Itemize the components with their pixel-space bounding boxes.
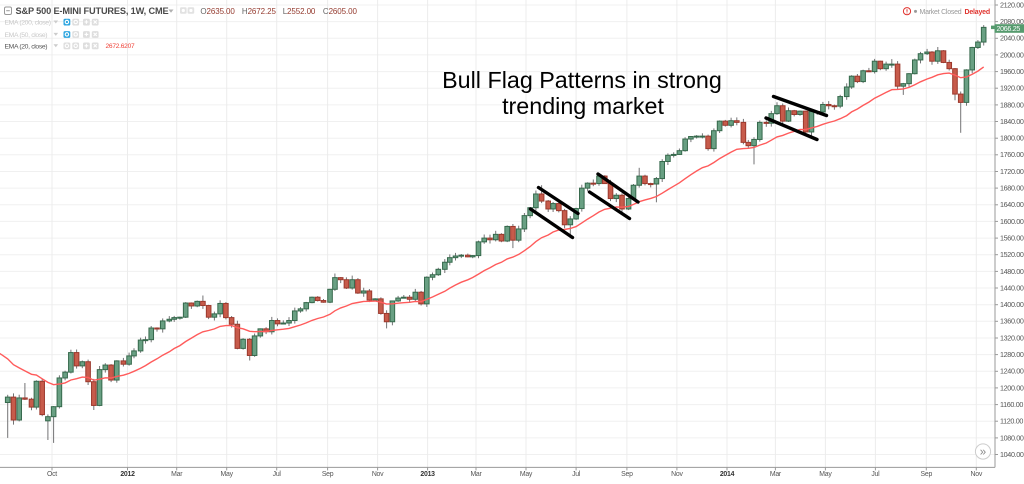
- svg-text:May: May: [221, 471, 234, 478]
- svg-text:May: May: [520, 471, 533, 478]
- svg-text:1680.00: 1680.00: [1000, 184, 1024, 193]
- svg-text:Market Closed: Market Closed: [920, 9, 962, 16]
- svg-text:Sep: Sep: [621, 471, 633, 478]
- svg-text:2120.00: 2120.00: [1000, 0, 1024, 9]
- svg-text:1600.00: 1600.00: [1000, 217, 1024, 226]
- svg-text:2014: 2014: [720, 471, 735, 478]
- svg-text:1040.00: 1040.00: [1000, 450, 1024, 459]
- svg-text:Jul: Jul: [572, 471, 581, 478]
- svg-text:Mar: Mar: [770, 471, 782, 478]
- svg-text:2000.00: 2000.00: [1000, 50, 1024, 59]
- svg-text:L2552.00: L2552.00: [283, 7, 316, 16]
- svg-text:1760.00: 1760.00: [1000, 150, 1024, 159]
- svg-text:Mar: Mar: [470, 471, 482, 478]
- svg-text:1120.00: 1120.00: [1000, 417, 1023, 426]
- svg-text:Oct: Oct: [47, 471, 57, 478]
- svg-text:1640.00: 1640.00: [1000, 200, 1024, 209]
- svg-text:1080.00: 1080.00: [1000, 433, 1024, 442]
- svg-text:EMA (20, close): EMA (20, close): [5, 43, 48, 50]
- svg-text:Jul: Jul: [273, 471, 282, 478]
- svg-text:Nov: Nov: [671, 471, 683, 478]
- svg-text:»: »: [980, 447, 986, 459]
- svg-text:EMA (200, close): EMA (200, close): [5, 20, 51, 27]
- svg-text:1280.00: 1280.00: [1000, 350, 1024, 359]
- svg-text:Nov: Nov: [971, 471, 983, 478]
- svg-text:1520.00: 1520.00: [1000, 250, 1024, 259]
- svg-text:2040.00: 2040.00: [1000, 34, 1024, 43]
- svg-text:2066.25: 2066.25: [997, 26, 1021, 33]
- svg-text:May: May: [819, 471, 832, 478]
- svg-text:trending market: trending market: [502, 93, 664, 119]
- svg-text:1560.00: 1560.00: [1000, 234, 1024, 243]
- svg-text:Jul: Jul: [871, 471, 880, 478]
- svg-text:1320.00: 1320.00: [1000, 333, 1024, 342]
- svg-text:2012: 2012: [120, 471, 135, 478]
- svg-text:1200.00: 1200.00: [1000, 383, 1024, 392]
- svg-text:1160.00: 1160.00: [1000, 400, 1023, 409]
- svg-text:1800.00: 1800.00: [1000, 134, 1024, 143]
- svg-text:C2605.00: C2605.00: [323, 7, 358, 16]
- svg-text:O2635.00: O2635.00: [200, 7, 235, 16]
- svg-text:1440.00: 1440.00: [1000, 283, 1024, 292]
- svg-text:1400.00: 1400.00: [1000, 300, 1024, 309]
- svg-text:Delayed: Delayed: [965, 9, 990, 16]
- svg-text:Bull Flag Patterns in strong: Bull Flag Patterns in strong: [442, 67, 722, 93]
- svg-text:Sep: Sep: [921, 471, 933, 478]
- svg-text:1240.00: 1240.00: [1000, 367, 1024, 376]
- svg-text:1880.00: 1880.00: [1000, 100, 1024, 109]
- svg-text:1480.00: 1480.00: [1000, 267, 1024, 276]
- svg-text:1960.00: 1960.00: [1000, 67, 1024, 76]
- svg-text:Mar: Mar: [171, 471, 183, 478]
- svg-text:1720.00: 1720.00: [1000, 167, 1024, 176]
- svg-text:S&P 500 E-MINI FUTURES, 1W, CM: S&P 500 E-MINI FUTURES, 1W, CME: [16, 6, 169, 16]
- svg-text:1360.00: 1360.00: [1000, 317, 1024, 326]
- svg-text:EMA (50, close): EMA (50, close): [5, 32, 48, 39]
- svg-text:2672.6207: 2672.6207: [106, 43, 136, 50]
- svg-text:1920.00: 1920.00: [1000, 84, 1024, 93]
- svg-text:Sep: Sep: [322, 471, 334, 478]
- svg-text:2013: 2013: [420, 471, 435, 478]
- svg-text:Nov: Nov: [372, 471, 384, 478]
- svg-text:1840.00: 1840.00: [1000, 117, 1024, 126]
- svg-text:H2672.25: H2672.25: [242, 7, 277, 16]
